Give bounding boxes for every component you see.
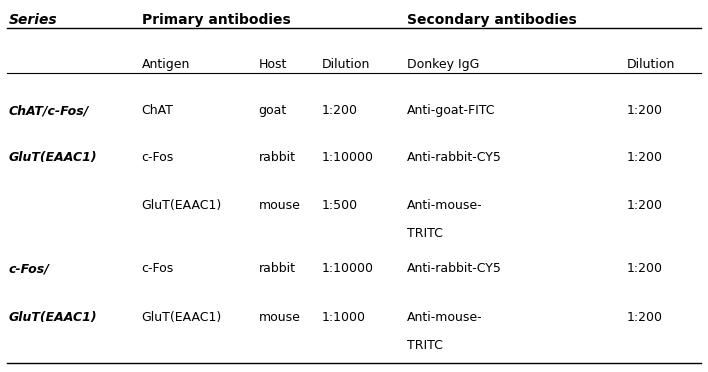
Text: 1:200: 1:200 <box>627 262 663 275</box>
Text: Dilution: Dilution <box>322 58 370 71</box>
Text: ChAT: ChAT <box>142 104 173 117</box>
Text: Dilution: Dilution <box>627 58 675 71</box>
Text: rabbit: rabbit <box>258 151 295 164</box>
Text: goat: goat <box>258 104 287 117</box>
Text: Antigen: Antigen <box>142 58 190 71</box>
Text: Anti-rabbit-CY5: Anti-rabbit-CY5 <box>407 151 502 164</box>
Text: rabbit: rabbit <box>258 262 295 275</box>
Text: mouse: mouse <box>258 199 300 212</box>
Text: 1:1000: 1:1000 <box>322 311 366 324</box>
Text: 1:200: 1:200 <box>627 104 663 117</box>
Text: Anti-goat-FITC: Anti-goat-FITC <box>407 104 496 117</box>
Text: ChAT/c-Fos/: ChAT/c-Fos/ <box>8 104 89 117</box>
Text: Anti-mouse-: Anti-mouse- <box>407 311 483 324</box>
Text: c-Fos: c-Fos <box>142 151 174 164</box>
Text: Anti-rabbit-CY5: Anti-rabbit-CY5 <box>407 262 502 275</box>
Text: 1:200: 1:200 <box>322 104 358 117</box>
Text: TRITC: TRITC <box>407 227 443 240</box>
Text: Primary antibodies: Primary antibodies <box>142 13 290 27</box>
Text: Secondary antibodies: Secondary antibodies <box>407 13 577 27</box>
Text: 1:500: 1:500 <box>322 199 358 212</box>
Text: 1:10000: 1:10000 <box>322 151 374 164</box>
Text: GluT(EAAC1): GluT(EAAC1) <box>142 311 222 324</box>
Text: GluT(EAAC1): GluT(EAAC1) <box>142 199 222 212</box>
Text: mouse: mouse <box>258 311 300 324</box>
Text: Host: Host <box>258 58 287 71</box>
Text: Anti-mouse-: Anti-mouse- <box>407 199 483 212</box>
Text: c-Fos: c-Fos <box>142 262 174 275</box>
Text: c-Fos/: c-Fos/ <box>8 262 50 275</box>
Text: Series: Series <box>8 13 57 27</box>
Text: Donkey IgG: Donkey IgG <box>407 58 479 71</box>
Text: TRITC: TRITC <box>407 339 443 352</box>
Text: 1:200: 1:200 <box>627 151 663 164</box>
Text: 1:10000: 1:10000 <box>322 262 374 275</box>
Text: 1:200: 1:200 <box>627 199 663 212</box>
Text: GluT(EAAC1): GluT(EAAC1) <box>8 311 97 324</box>
Text: GluT(EAAC1): GluT(EAAC1) <box>8 151 97 164</box>
Text: 1:200: 1:200 <box>627 311 663 324</box>
